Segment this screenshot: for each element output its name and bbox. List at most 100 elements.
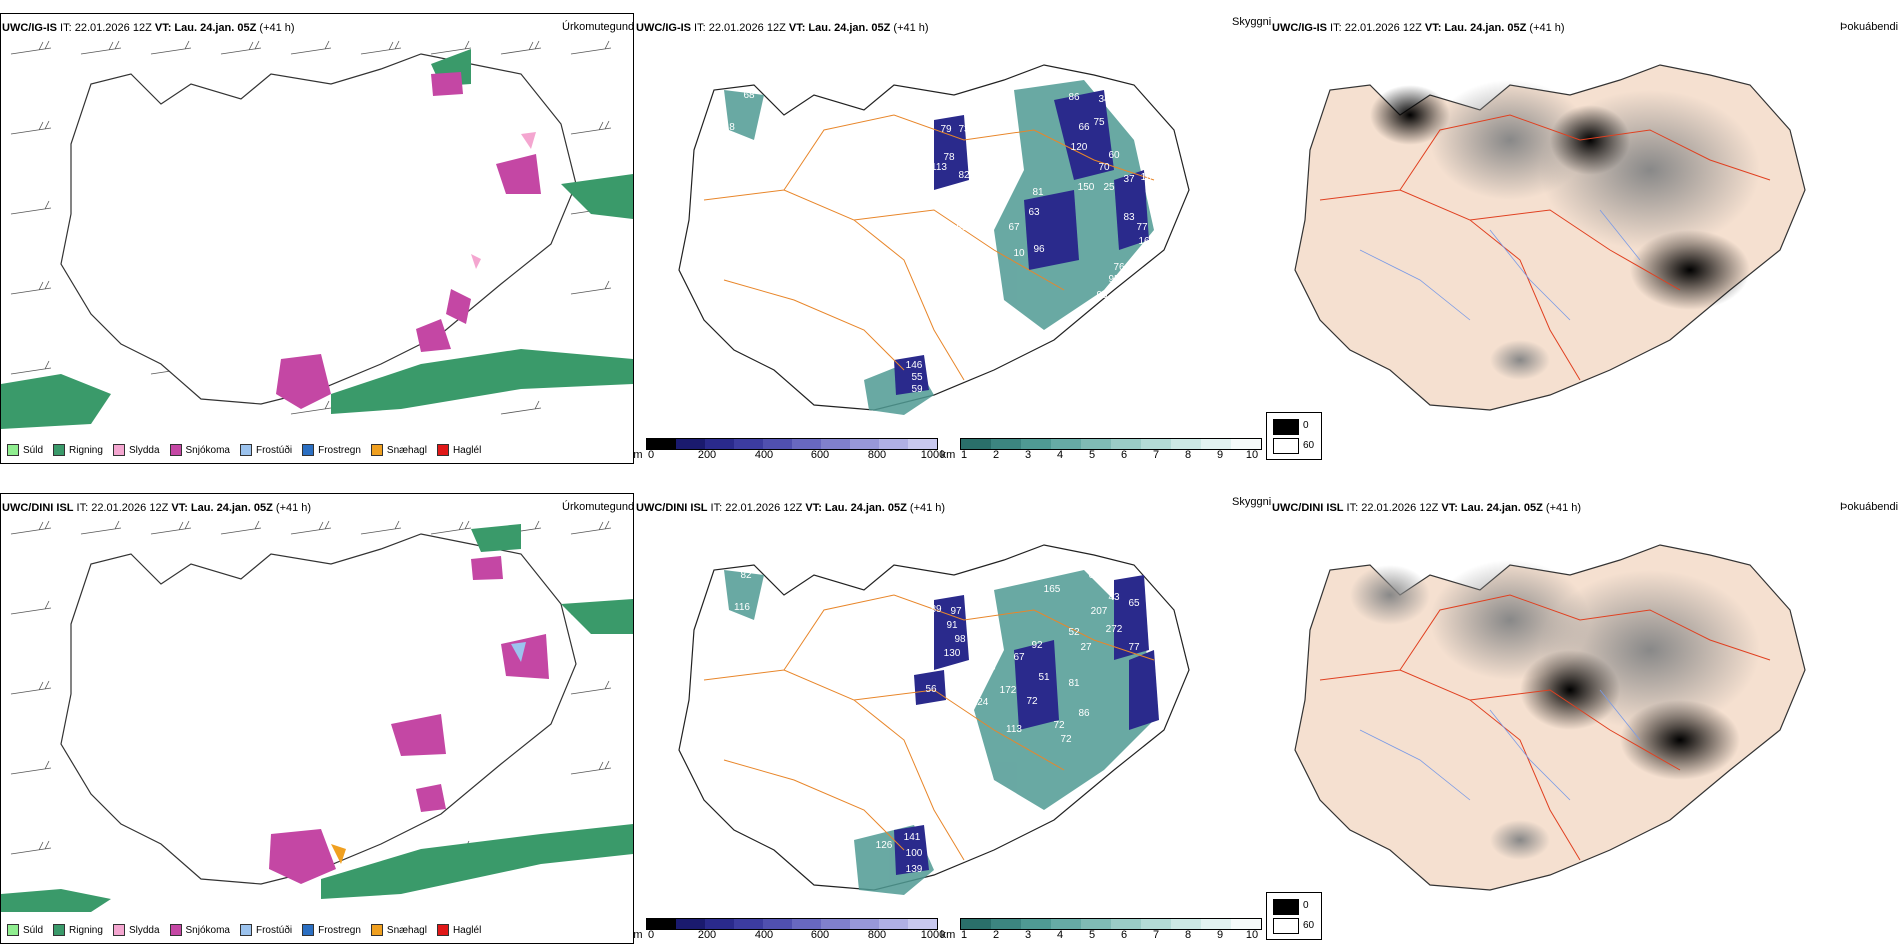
visibility-label: 81: [1068, 678, 1080, 689]
visibility-unit: km: [940, 449, 956, 461]
tick: 6: [1120, 929, 1128, 941]
tick: 8: [1184, 449, 1192, 461]
visibility-label: 88: [1083, 327, 1095, 338]
visibility-label: 25: [1103, 182, 1115, 193]
visibility-label: 65: [1128, 598, 1140, 609]
fog-legend-high-label: 0: [1303, 900, 1309, 911]
tick: 5: [1088, 929, 1096, 941]
tick: 200: [697, 929, 717, 941]
visibility-label: 207: [1091, 606, 1108, 617]
legend-swatch-sudl: [7, 444, 19, 456]
tick: 0: [647, 929, 655, 941]
visibility-label: 34: [1098, 94, 1110, 105]
precip-type-title: UWC/DINI ISL IT: 22.01.2026 12Z VT: Lau.…: [2, 502, 312, 514]
fog-corner-label: Þokuábendi: [1840, 501, 1899, 513]
tick: 4: [1056, 449, 1064, 461]
legend-item-haglel: Haglél: [436, 444, 481, 456]
visibility-label: 72: [1026, 696, 1038, 707]
visibility-label: 172: [1000, 685, 1017, 696]
tick: 10: [1245, 449, 1259, 461]
legend-swatch-snaehagl: [370, 444, 383, 456]
iceland-outline: [60, 53, 577, 405]
visibility-label: 75: [1093, 117, 1105, 128]
fog-corner-label: Þokuábendi: [1840, 21, 1899, 33]
tick: 7: [1152, 449, 1160, 461]
legend-item-slydda: Slydda: [112, 444, 160, 456]
tick: 600: [810, 929, 830, 941]
visibility-label: 79: [940, 124, 952, 135]
legend-swatch-frostudi: [239, 924, 252, 936]
legend-item-snjokoma: Snjókoma: [169, 924, 230, 936]
tick: 8: [1184, 929, 1192, 941]
visibility-label: 68: [743, 90, 755, 101]
visibility-unit: km: [940, 929, 956, 941]
visibility-label: 96: [1033, 244, 1045, 255]
fog-map-panel: [1270, 30, 1900, 430]
visibility-label: 89: [930, 604, 942, 615]
fog-map: [1294, 544, 1806, 891]
legend-swatch-slydda: [112, 444, 125, 456]
precip-type-corner-label: Úrkomutegund: [562, 501, 635, 513]
visibility-label: 130: [944, 648, 961, 659]
legend-item-frostudi: Frostúði: [239, 924, 292, 936]
visibility-label: 91: [946, 620, 958, 631]
tick: 200: [697, 449, 717, 461]
legend-swatch-sudl: [7, 924, 19, 936]
tick: 6: [1120, 449, 1128, 461]
tick: 3: [1024, 929, 1032, 941]
legend-item-slydda: Slydda: [112, 924, 160, 936]
visibility-map-panel: 82 116 89 97 91 98 130 56 73 67 92 124 1…: [634, 510, 1274, 930]
legend-item-sudl: Súld: [7, 924, 43, 936]
visibility-label: 60: [1108, 150, 1120, 161]
legend-swatch-frostudi: [239, 444, 252, 456]
legend-item-snjokoma: Snjókoma: [169, 444, 230, 456]
visibility-label: 56: [925, 684, 937, 695]
row-2: Súld Rigning Slydda Snjókoma Frostúði Fr…: [0, 480, 1900, 950]
visibility-label: 72: [1053, 720, 1065, 731]
legend-swatch-snjokoma: [169, 444, 182, 456]
visibility-label: 113: [931, 162, 947, 173]
visibility-label: 116: [734, 602, 750, 613]
tick: 1000: [920, 929, 946, 941]
legend-swatch-frostregn: [302, 924, 315, 936]
legend-swatch-haglel: [436, 444, 449, 456]
tick: 4: [1056, 929, 1064, 941]
precip-type-map: [1, 520, 633, 912]
visibility-label: 66: [1088, 570, 1100, 581]
row-1: Súld Rigning Slydda Snjókoma Frostúði Fr…: [0, 13, 1900, 464]
visibility-label: 27: [1080, 642, 1092, 653]
visibility-label: 82: [958, 170, 970, 181]
visibility-label: 83: [1123, 212, 1135, 223]
visibility-label: 76: [1113, 262, 1125, 273]
visibility-label: 97: [950, 606, 962, 617]
tick: 3: [1024, 449, 1032, 461]
precip-type-legend: Súld Rigning Slydda Snjókoma Frostúði Fr…: [7, 444, 481, 456]
ceiling-unit: m: [633, 929, 643, 941]
legend-item-frostregn: Frostregn: [302, 444, 361, 456]
visibility-label: 43: [1108, 592, 1120, 603]
visibility-corner-label: Skyggni: [1232, 16, 1272, 28]
tick: 400: [754, 929, 774, 941]
tick: 1: [960, 929, 968, 941]
fog-legend-high-swatch: [1273, 419, 1299, 435]
tick: 400: [754, 449, 774, 461]
visibility-label: 126: [876, 840, 893, 851]
legend-item-sudl: Súld: [7, 444, 43, 456]
visibility-label: 59: [911, 384, 923, 395]
iceland-outline: [60, 533, 577, 885]
legend-item-snaehagl: Snæhagl: [370, 924, 427, 936]
visibility-label: 66: [1078, 122, 1090, 133]
visibility-label: 95: [1108, 274, 1120, 285]
tick: 800: [867, 929, 887, 941]
legend-swatch-snjokoma: [169, 924, 182, 936]
visibility-label: 81: [1032, 187, 1044, 198]
visibility-label: 52: [1068, 627, 1080, 638]
ceiling-colorbar-ticks: m 0 200 400 600 800 1000: [633, 929, 954, 943]
fog-legend-low-label: 60: [1303, 440, 1315, 451]
visibility-label: 37: [1123, 174, 1135, 185]
visibility-label: 100: [906, 848, 923, 859]
visibility-label: 92: [1031, 640, 1043, 651]
visibility-label: 16: [1138, 236, 1150, 247]
visibility-label: 73: [984, 662, 996, 673]
tick: 9: [1216, 449, 1224, 461]
